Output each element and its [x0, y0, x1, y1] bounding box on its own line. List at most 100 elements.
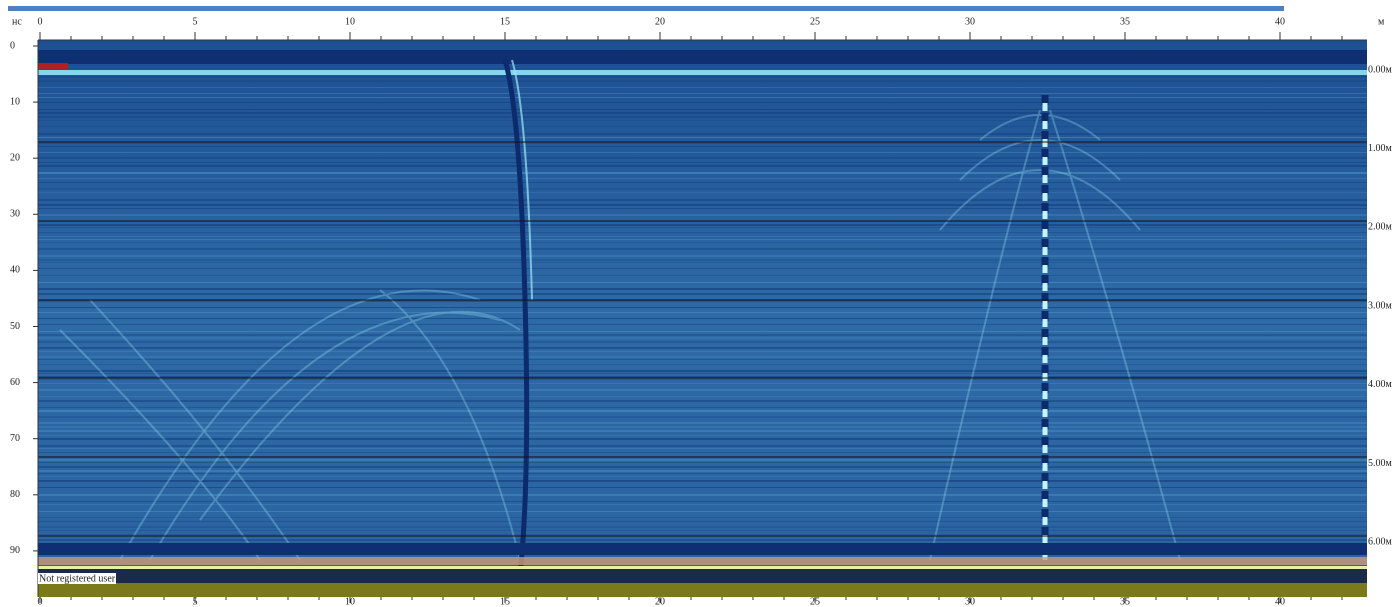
top-tick-label: 35: [1120, 16, 1130, 27]
stripe: [38, 182, 1367, 183]
stripe: [38, 407, 1367, 408]
stripe: [38, 137, 1367, 138]
left-tick-label: 40: [10, 265, 20, 276]
stripe: [38, 208, 1367, 209]
stripe: [38, 112, 1367, 114]
depth-label: 6.00м: [1368, 536, 1393, 547]
bottom-line: [38, 566, 1367, 569]
stripe: [38, 120, 1367, 121]
stripe: [38, 501, 1367, 502]
stripe: [38, 97, 1367, 98]
stripe: [38, 133, 1367, 135]
bottom-tick-label: 30: [965, 596, 975, 607]
stripe: [38, 373, 1367, 374]
bottom-tick-label: 20: [655, 596, 665, 607]
stripe: [38, 157, 1367, 159]
stripe: [38, 87, 1367, 88]
stripe: [38, 426, 1367, 428]
surface-reflection: [38, 70, 1367, 75]
bottom-tick-label: 15: [500, 596, 510, 607]
stripe: [38, 172, 1367, 174]
bottom-tick-label: 35: [1120, 596, 1130, 607]
top-tick-label: 0: [38, 16, 43, 27]
stripe: [38, 178, 1367, 179]
stripe: [38, 347, 1367, 349]
stripe: [38, 337, 1367, 339]
bottom-tick-label: 25: [810, 596, 820, 607]
stripe: [38, 204, 1367, 206]
scroll-bar[interactable]: [8, 6, 1284, 11]
top-tick-label: 25: [810, 16, 820, 27]
stripe: [38, 192, 1367, 193]
stripe: [38, 356, 1367, 358]
stripe: [38, 459, 1367, 461]
stripe: [38, 331, 1367, 332]
stripe: [38, 379, 1367, 380]
stripe: [38, 396, 1367, 397]
stripe: [38, 199, 1367, 201]
depth-label: 3.00м: [1368, 300, 1393, 311]
top-tick-label: 5: [193, 16, 198, 27]
stripe: [38, 232, 1367, 233]
stripe: [38, 146, 1367, 147]
stripe: [38, 288, 1367, 290]
stripe: [38, 268, 1367, 269]
bottom-tick-label: 5: [193, 596, 198, 607]
stripe: [38, 248, 1367, 250]
radargram-view: Not registered user нс м 0 5 10 15 20 25 30 35 40 0…: [0, 0, 1395, 607]
stripe: [38, 318, 1367, 319]
stripe: [38, 400, 1367, 402]
left-tick-label: 70: [10, 433, 20, 444]
radargram-window: Not registered user нс м 0 5 10 15 20 25 30 35 40 0…: [0, 0, 1395, 607]
stripe: [38, 422, 1367, 424]
stripe: [38, 102, 1367, 103]
stripe: [38, 476, 1367, 477]
stripe: [38, 438, 1367, 440]
left-tick-label: 30: [10, 209, 20, 220]
top-tick-label: 30: [965, 16, 975, 27]
stripe: [38, 430, 1367, 432]
top-tick-label: 10: [345, 16, 355, 27]
olive-band: [38, 583, 1367, 597]
stripe: [38, 452, 1367, 453]
stripe: [38, 445, 1367, 447]
stripe: [38, 116, 1367, 118]
stripe: [38, 416, 1367, 418]
top-axis-unit: м: [1378, 16, 1385, 27]
stripe: [38, 255, 1367, 257]
stripe: [38, 188, 1367, 190]
stripe: [38, 534, 1367, 535]
surface-band: [38, 50, 1367, 64]
stripe: [38, 262, 1367, 263]
left-tick-label: 60: [10, 377, 20, 388]
depth-label: 1.00м: [1368, 143, 1393, 154]
left-tick-label: 10: [10, 96, 20, 107]
bottom-band: [38, 543, 1367, 555]
watermark: Not registered user: [39, 573, 116, 584]
bottom-tick-label: 0: [38, 596, 43, 607]
stripe: [38, 275, 1367, 276]
stripe: [38, 76, 1367, 78]
stripe: [38, 239, 1367, 240]
top-axis-unit: нс: [12, 16, 22, 27]
bottom-tick-label: 40: [1275, 596, 1285, 607]
stripe: [38, 521, 1367, 522]
stripe: [38, 487, 1367, 488]
stripe: [38, 224, 1367, 226]
stripe: [38, 466, 1367, 468]
stripe: [38, 334, 1367, 336]
stripe: [38, 462, 1367, 463]
stripe: [38, 259, 1367, 261]
stripe: [38, 109, 1367, 110]
stripe: [38, 282, 1367, 283]
stripe: [38, 383, 1367, 384]
stripe: [38, 80, 1367, 82]
left-tick-label: 0: [10, 40, 15, 51]
stripe: [38, 480, 1367, 482]
stripe: [38, 93, 1367, 94]
stripe: [38, 242, 1367, 243]
stripe: [38, 214, 1367, 216]
stripe: [38, 530, 1367, 531]
stripe: [38, 162, 1367, 163]
depth-label: 0.00м: [1368, 64, 1393, 75]
